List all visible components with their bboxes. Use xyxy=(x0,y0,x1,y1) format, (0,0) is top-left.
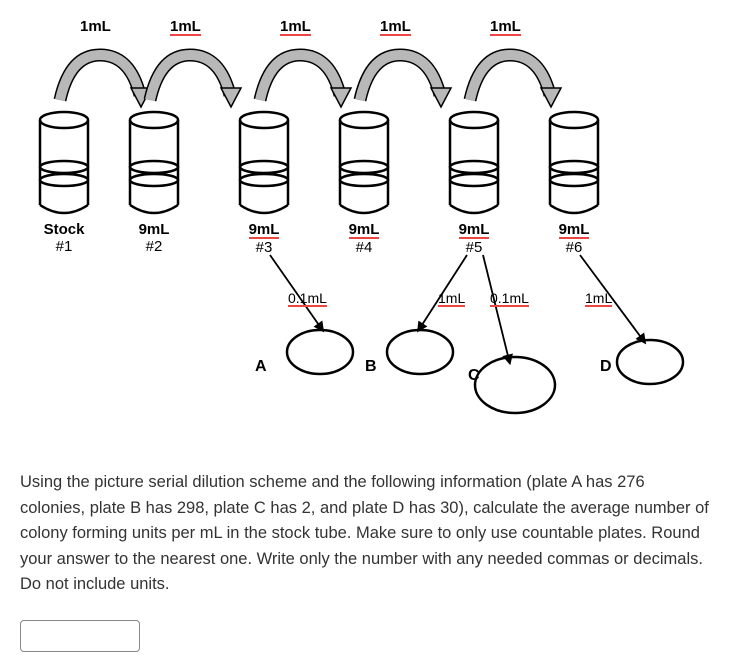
transfer-label-1: 1mL xyxy=(80,18,111,35)
tube-label-2: 9mL#2 xyxy=(119,221,189,255)
answer-input[interactable] xyxy=(20,620,140,652)
plate-transfer-label-4: 1mL xyxy=(585,290,612,307)
question-text: Using the picture serial dilution scheme… xyxy=(20,470,710,598)
tube-label-3: 9mL#3 xyxy=(229,221,299,256)
plate-label-a: A xyxy=(255,358,267,376)
transfer-label-4: 1mL xyxy=(380,18,411,36)
tube-label-5: 9mL#5 xyxy=(439,221,509,256)
transfer-label-3: 1mL xyxy=(280,18,311,36)
plate-label-d: D xyxy=(600,358,612,376)
transfer-label-5: 1mL xyxy=(490,18,521,36)
tube-label-4: 9mL#4 xyxy=(329,221,399,256)
plate-label-c: C xyxy=(468,367,480,385)
transfer-label-2: 1mL xyxy=(170,18,201,36)
tube-label-6: 9mL#6 xyxy=(539,221,609,256)
plate-transfer-label-1: 0.1mL xyxy=(288,290,327,307)
dilution-diagram: 1mL 1mL 1mL 1mL 1mL Stock#1 9mL#2 9mL#3 9mL#4 9mL… xyxy=(20,10,725,450)
plate-transfer-label-3: 0.1mL xyxy=(490,290,529,307)
tube-label-1: Stock#1 xyxy=(29,221,99,255)
plate-label-b: B xyxy=(365,358,377,376)
plate-transfer-label-2: 1mL xyxy=(438,290,465,307)
